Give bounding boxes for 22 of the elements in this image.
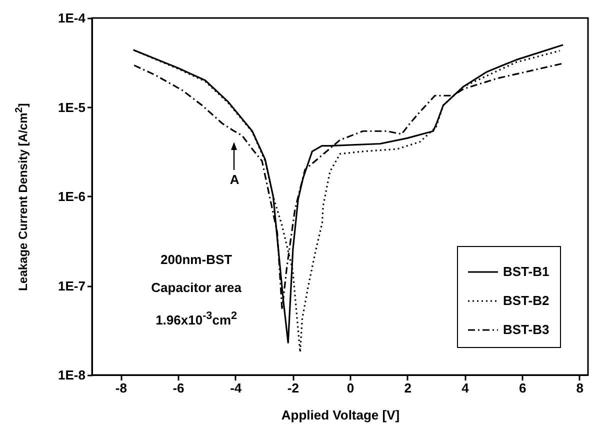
x-tick-label: -8 xyxy=(115,380,127,396)
y-tick-label: 1E-8 xyxy=(58,368,86,382)
x-tick-label: -6 xyxy=(172,380,184,396)
x-axis-title: Applied Voltage [V] xyxy=(281,408,400,422)
x-tick-label: -4 xyxy=(230,380,242,396)
annotation: Capacitor area xyxy=(151,279,242,298)
x-tick-label: 0 xyxy=(346,380,354,396)
annotation: 1.96x10$^{-3}$cm$^{2}$ xyxy=(154,309,238,330)
x-tick-label: 2 xyxy=(404,380,412,396)
y-tick-label: 1E-6 xyxy=(58,189,86,204)
legend-label: BST-B2 xyxy=(503,293,550,308)
legend-label: BST-B3 xyxy=(503,322,550,337)
y-tick-label: 1E-7 xyxy=(58,278,86,294)
y-tick-label: 1E-5 xyxy=(58,100,86,115)
x-tick-label: 4 xyxy=(462,380,470,396)
annotation: A xyxy=(230,172,240,188)
y-tick-label: 1E-4 xyxy=(58,10,86,26)
x-tick-label: 8 xyxy=(576,380,584,396)
x-tick-label: -2 xyxy=(287,380,299,396)
annotation: 200nm-BST xyxy=(160,251,234,270)
x-tick-label: 6 xyxy=(518,380,526,396)
legend-label: BST-B1 xyxy=(503,264,550,279)
